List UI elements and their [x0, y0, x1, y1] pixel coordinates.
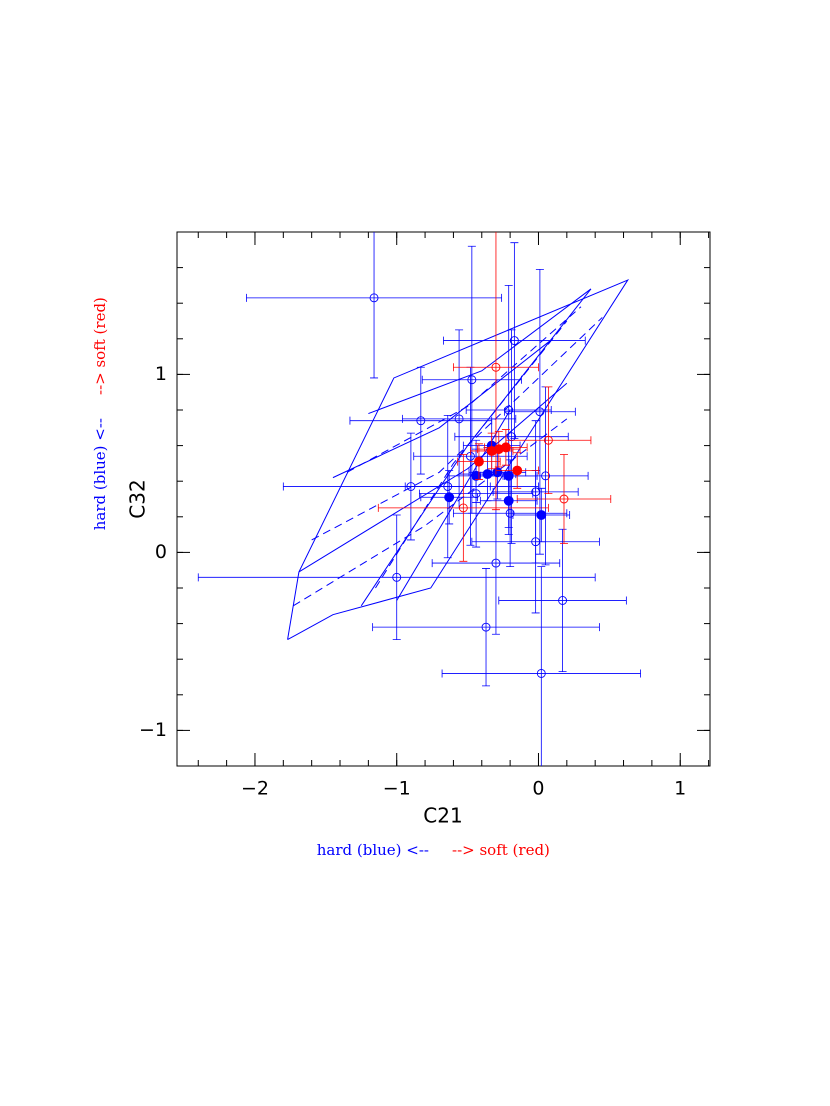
- y-error-bar: [558, 528, 567, 673]
- point: [443, 482, 453, 491]
- soft-note: --> soft (red): [91, 297, 109, 395]
- model-line: [368, 288, 592, 415]
- point: [536, 510, 547, 520]
- point: [512, 465, 523, 476]
- y-error-bar: [537, 566, 546, 766]
- x-tick-label: 0: [532, 778, 544, 800]
- x-tick-label: −2: [241, 778, 269, 800]
- point: [535, 407, 545, 417]
- point: [416, 416, 426, 426]
- point: [392, 572, 402, 582]
- x-tick-label: −1: [383, 778, 411, 800]
- point: [507, 432, 516, 442]
- model-line: [346, 306, 582, 473]
- point: [543, 435, 553, 445]
- point: [500, 442, 511, 453]
- y-error-bar: [392, 514, 401, 641]
- point: [558, 596, 568, 605]
- soft-note: --> soft (red): [452, 841, 550, 859]
- point: [473, 456, 484, 467]
- point: [491, 362, 501, 372]
- point: [536, 668, 546, 678]
- point: [491, 558, 501, 568]
- x-axis-label: C21: [423, 804, 462, 828]
- point: [467, 375, 477, 385]
- point: [454, 414, 464, 424]
- point: [559, 494, 569, 504]
- point: [458, 503, 468, 513]
- point: [481, 622, 491, 632]
- y-tick-label: 1: [155, 363, 167, 385]
- hard-note: hard (blue) <--: [91, 418, 109, 530]
- y-error-bar: [535, 268, 544, 555]
- point: [482, 469, 493, 480]
- y-error-bar: [459, 454, 468, 562]
- point: [541, 471, 551, 481]
- model-line: [311, 317, 603, 541]
- y-error-bar: [544, 386, 553, 495]
- model-line: [396, 409, 511, 601]
- y-error-bar: [443, 414, 452, 559]
- y-error-bar: [370, 232, 379, 379]
- y-tick-label: −1: [139, 719, 167, 741]
- model-line: [292, 418, 568, 607]
- y-error-bar: [559, 454, 568, 544]
- y-error-bar: [482, 568, 491, 687]
- x-tick-label: 1: [674, 778, 686, 800]
- plot-frame: [176, 231, 711, 767]
- point: [444, 492, 455, 503]
- y-axis-label: C32: [126, 479, 150, 518]
- model-line: [375, 320, 568, 589]
- point: [503, 495, 514, 506]
- model-line: [332, 338, 553, 479]
- point: [509, 336, 519, 346]
- point: [505, 508, 515, 518]
- hard-note: hard (blue) <--: [317, 841, 429, 859]
- point: [369, 293, 379, 303]
- y-tick-label: 0: [155, 541, 167, 563]
